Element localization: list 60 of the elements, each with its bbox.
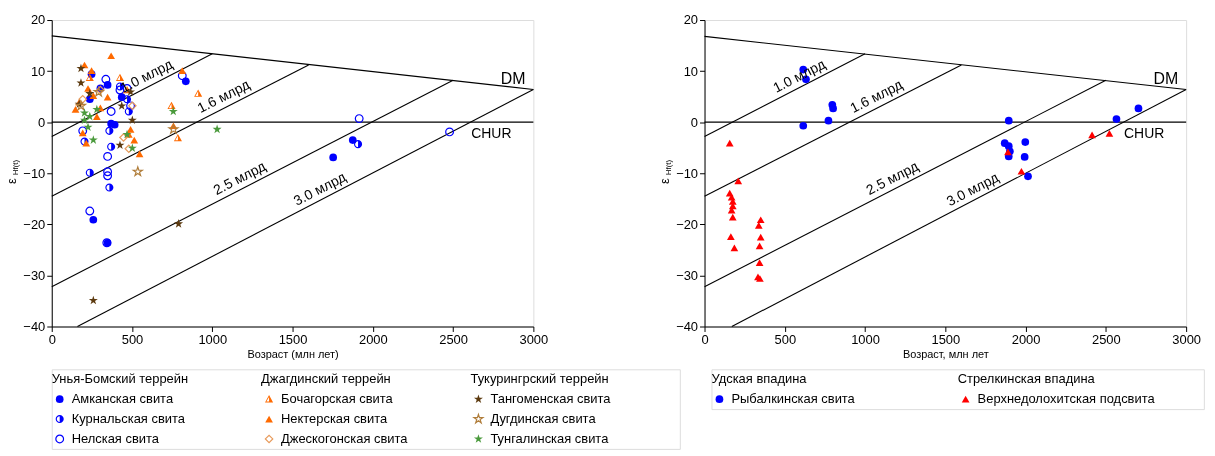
series-label: DM xyxy=(500,69,526,87)
annotation: 3.0 млрд xyxy=(943,168,1002,210)
legend-label: Бочагорская свита xyxy=(281,391,394,407)
x-tick-label: 1500 xyxy=(931,331,961,347)
y-tick-label: −20 xyxy=(676,216,699,232)
y-tick-label: −40 xyxy=(676,318,699,334)
text: Тукурингрский террейн xyxy=(470,371,609,387)
annotation: 1.0 млрд xyxy=(117,55,176,96)
x-axis-title: Возраст, млн лет xyxy=(902,347,989,360)
x-tick-label: 1000 xyxy=(851,331,880,347)
annotation: 1.6 млрд xyxy=(194,76,253,117)
y-tick-label: 20 xyxy=(30,12,46,28)
y-tick-label: −10 xyxy=(676,165,699,181)
annotation: 2.5 млрд xyxy=(863,157,921,198)
y-tick-label: −40 xyxy=(23,318,46,334)
y-tick-label: −20 xyxy=(23,216,46,232)
x-tick-label: 2500 xyxy=(439,331,468,347)
legend-label: Нелская свита xyxy=(71,430,160,446)
annotation: 3.0 млрд xyxy=(290,168,349,209)
x-tick-label: 3000 xyxy=(1172,331,1202,347)
legend-label: Курнальская свита xyxy=(71,411,186,427)
legend-label: Тангоменская свита xyxy=(490,391,612,407)
legend-label: Тунгалинская свита xyxy=(490,430,610,446)
text: Джагдинский террейн xyxy=(261,371,391,387)
x-tick-label: 2000 xyxy=(1011,331,1041,347)
y-tick-label: −30 xyxy=(676,267,699,283)
x-tick-label: 0 xyxy=(48,331,56,347)
legend-label: Верхнедолохитская подсвита xyxy=(977,391,1156,407)
legend-label: Дугдинская свита xyxy=(490,411,597,427)
x-tick-label: 500 xyxy=(774,331,797,347)
y-tick-label: −10 xyxy=(23,165,46,181)
x-tick-label: 0 xyxy=(701,331,709,347)
legend-label: Нектерская свита xyxy=(281,411,388,427)
y-axis-title: εHf(t) xyxy=(656,159,673,185)
series-label: DM xyxy=(1153,69,1179,87)
y-tick-label: 20 xyxy=(683,12,699,28)
x-tick-label: 2000 xyxy=(358,331,388,347)
y-axis-title: εHf(t) xyxy=(3,159,20,185)
y-tick-label: 0 xyxy=(690,114,699,130)
annotation: 2.5 млрд xyxy=(210,157,269,198)
x-tick-label: 3000 xyxy=(519,331,549,347)
annotation: 1.6 млрд xyxy=(847,76,905,117)
y-tick-label: −30 xyxy=(23,267,46,283)
y-tick-label: 0 xyxy=(38,114,46,130)
legend-label: Амканская свита xyxy=(71,391,174,407)
x-tick-label: 1000 xyxy=(198,331,228,347)
text: Стрелкинская впадина xyxy=(957,371,1096,387)
x-axis-title: Возраст (млн лет) xyxy=(247,347,339,360)
y-tick-label: 10 xyxy=(30,63,46,79)
ref-line-label: CHUR xyxy=(1124,125,1165,142)
annotation: 1.0 млрд xyxy=(770,55,828,96)
y-tick-label: 10 xyxy=(683,63,699,79)
x-tick-label: 500 xyxy=(121,331,144,347)
x-tick-label: 2500 xyxy=(1091,331,1121,347)
ref-line-label: CHUR xyxy=(471,125,512,142)
legend-label: Рыбалкинская свита xyxy=(731,391,856,407)
text: Удская впадина xyxy=(711,371,808,387)
text: Унья-Бомский террейн xyxy=(51,371,189,387)
x-tick-label: 1500 xyxy=(278,331,308,347)
legend-label: Джескогонская свита xyxy=(281,430,409,446)
